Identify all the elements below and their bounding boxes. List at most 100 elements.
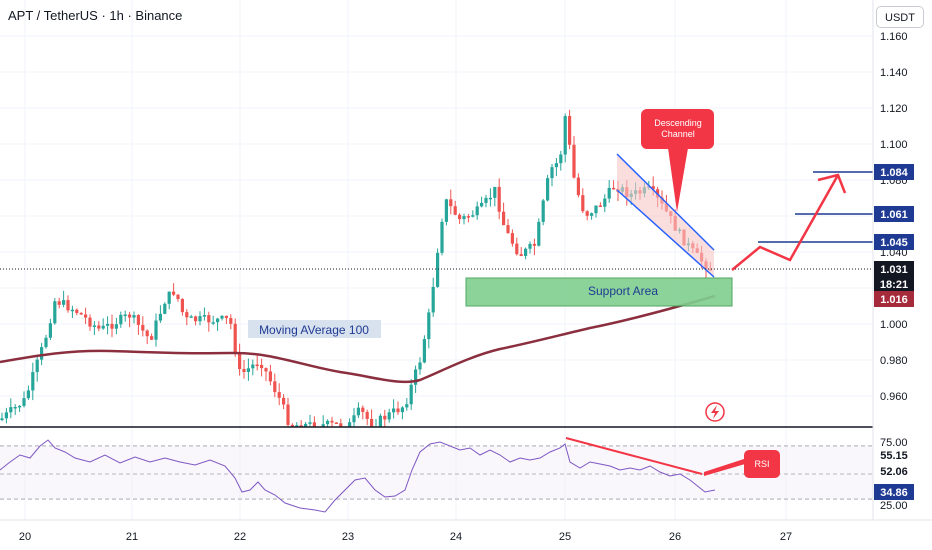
candle-body bbox=[0, 418, 4, 420]
currency-selector[interactable]: USDT bbox=[876, 6, 924, 28]
candle-body bbox=[466, 216, 470, 218]
candle-body bbox=[198, 316, 202, 322]
candle-body bbox=[273, 381, 277, 393]
candle-body bbox=[572, 144, 576, 178]
candle-body bbox=[361, 407, 365, 412]
candle-body bbox=[75, 309, 79, 313]
candle-body bbox=[216, 318, 220, 323]
svg-text:52.06: 52.06 bbox=[880, 466, 908, 478]
price-axis-panel[interactable] bbox=[873, 0, 932, 520]
candle-body bbox=[418, 362, 422, 370]
support-area-label: Support Area bbox=[588, 284, 658, 298]
candle-body bbox=[603, 198, 607, 207]
candle-body bbox=[290, 424, 294, 427]
candle-body bbox=[224, 315, 228, 319]
candle-body bbox=[330, 420, 334, 423]
candle-body bbox=[488, 197, 492, 200]
price-tick-label: 1.140 bbox=[880, 67, 908, 79]
candle-body bbox=[444, 199, 448, 222]
descending-channel-label-line2: Channel bbox=[661, 129, 695, 139]
candle-body bbox=[422, 339, 426, 363]
svg-text:1.045: 1.045 bbox=[880, 237, 908, 249]
candle-body bbox=[141, 324, 145, 331]
candle-body bbox=[436, 252, 440, 287]
svg-text:34.86: 34.86 bbox=[880, 487, 908, 499]
candle-body bbox=[176, 294, 180, 299]
channel-upper-line bbox=[616, 153, 715, 251]
candle-body bbox=[57, 301, 61, 305]
price-tick-label: 1.120 bbox=[880, 103, 908, 115]
candle-body bbox=[334, 422, 338, 425]
price-label-1.084: 1.084 bbox=[874, 164, 914, 180]
candle-body bbox=[537, 221, 541, 246]
candle-body bbox=[163, 303, 167, 314]
candle-body bbox=[53, 301, 57, 324]
price-tick-label: 0.980 bbox=[880, 355, 908, 367]
rsi-callout-label: RSI bbox=[754, 459, 769, 469]
candle-body bbox=[40, 347, 44, 360]
time-tick-label: 25 bbox=[559, 531, 571, 543]
svg-text:1.061: 1.061 bbox=[880, 209, 908, 221]
rsi-axis-labels: 55.15 52.06 34.86 bbox=[874, 447, 914, 500]
candle-body bbox=[229, 318, 233, 324]
candle-body bbox=[576, 177, 580, 196]
candle-body bbox=[440, 221, 444, 253]
svg-text:55.15: 55.15 bbox=[880, 450, 908, 462]
candle-body bbox=[559, 154, 563, 164]
price-label-1.061: 1.061 bbox=[874, 206, 914, 222]
candle-body bbox=[550, 167, 554, 179]
candle-body bbox=[431, 286, 435, 313]
candle-body bbox=[471, 215, 475, 217]
rsi-label-55.15: 55.15 bbox=[874, 447, 914, 463]
candle-body bbox=[409, 384, 413, 405]
symbol-title[interactable]: APT / TetherUS · 1h · Binance bbox=[8, 8, 183, 23]
price-label-18:21: 18:21 bbox=[874, 276, 914, 292]
price-label-1.031: 1.031 bbox=[874, 261, 914, 277]
candle-body bbox=[18, 405, 22, 408]
candle-body bbox=[370, 418, 374, 427]
candle-body bbox=[251, 364, 255, 369]
candle-body bbox=[246, 368, 250, 372]
candle-body bbox=[554, 163, 558, 168]
candle-body bbox=[189, 316, 193, 318]
candle-body bbox=[449, 199, 453, 207]
candle-body bbox=[502, 211, 506, 226]
candle-body bbox=[414, 369, 418, 385]
candle-body bbox=[185, 312, 189, 318]
candle-body bbox=[202, 315, 206, 317]
candle-body bbox=[268, 371, 272, 382]
candle-body bbox=[106, 323, 110, 326]
candle-body bbox=[493, 186, 497, 198]
candle-body bbox=[607, 187, 611, 199]
time-axis-panel[interactable] bbox=[0, 520, 932, 550]
candle-body bbox=[242, 369, 246, 372]
candle-body bbox=[383, 415, 387, 420]
candle-body bbox=[427, 312, 431, 340]
candle-body bbox=[348, 422, 352, 427]
rsi-divergence-line bbox=[565, 437, 703, 475]
candle-body bbox=[312, 422, 316, 427]
candle-body bbox=[110, 323, 114, 329]
candle-body bbox=[299, 425, 303, 427]
candle-body bbox=[532, 243, 536, 246]
flash-icon[interactable] bbox=[705, 402, 725, 422]
candle-body bbox=[458, 214, 462, 220]
candle-body bbox=[62, 300, 66, 305]
candle-body bbox=[48, 323, 52, 338]
channel-lower-line bbox=[616, 189, 715, 278]
candle-body bbox=[220, 315, 224, 319]
candle-body bbox=[255, 364, 259, 367]
candle-body bbox=[70, 309, 74, 312]
svg-text:1.031: 1.031 bbox=[880, 264, 908, 276]
candle-body bbox=[396, 408, 400, 413]
candle-body bbox=[321, 424, 325, 427]
candle-body bbox=[145, 330, 149, 337]
candle-body bbox=[88, 317, 92, 327]
candle-body bbox=[480, 202, 484, 207]
moving-average-label: Moving AVerage 100 bbox=[259, 323, 369, 337]
svg-text:1.084: 1.084 bbox=[880, 167, 908, 179]
candle-body bbox=[9, 407, 13, 413]
candle-body bbox=[114, 324, 118, 329]
candle-body bbox=[304, 423, 308, 427]
